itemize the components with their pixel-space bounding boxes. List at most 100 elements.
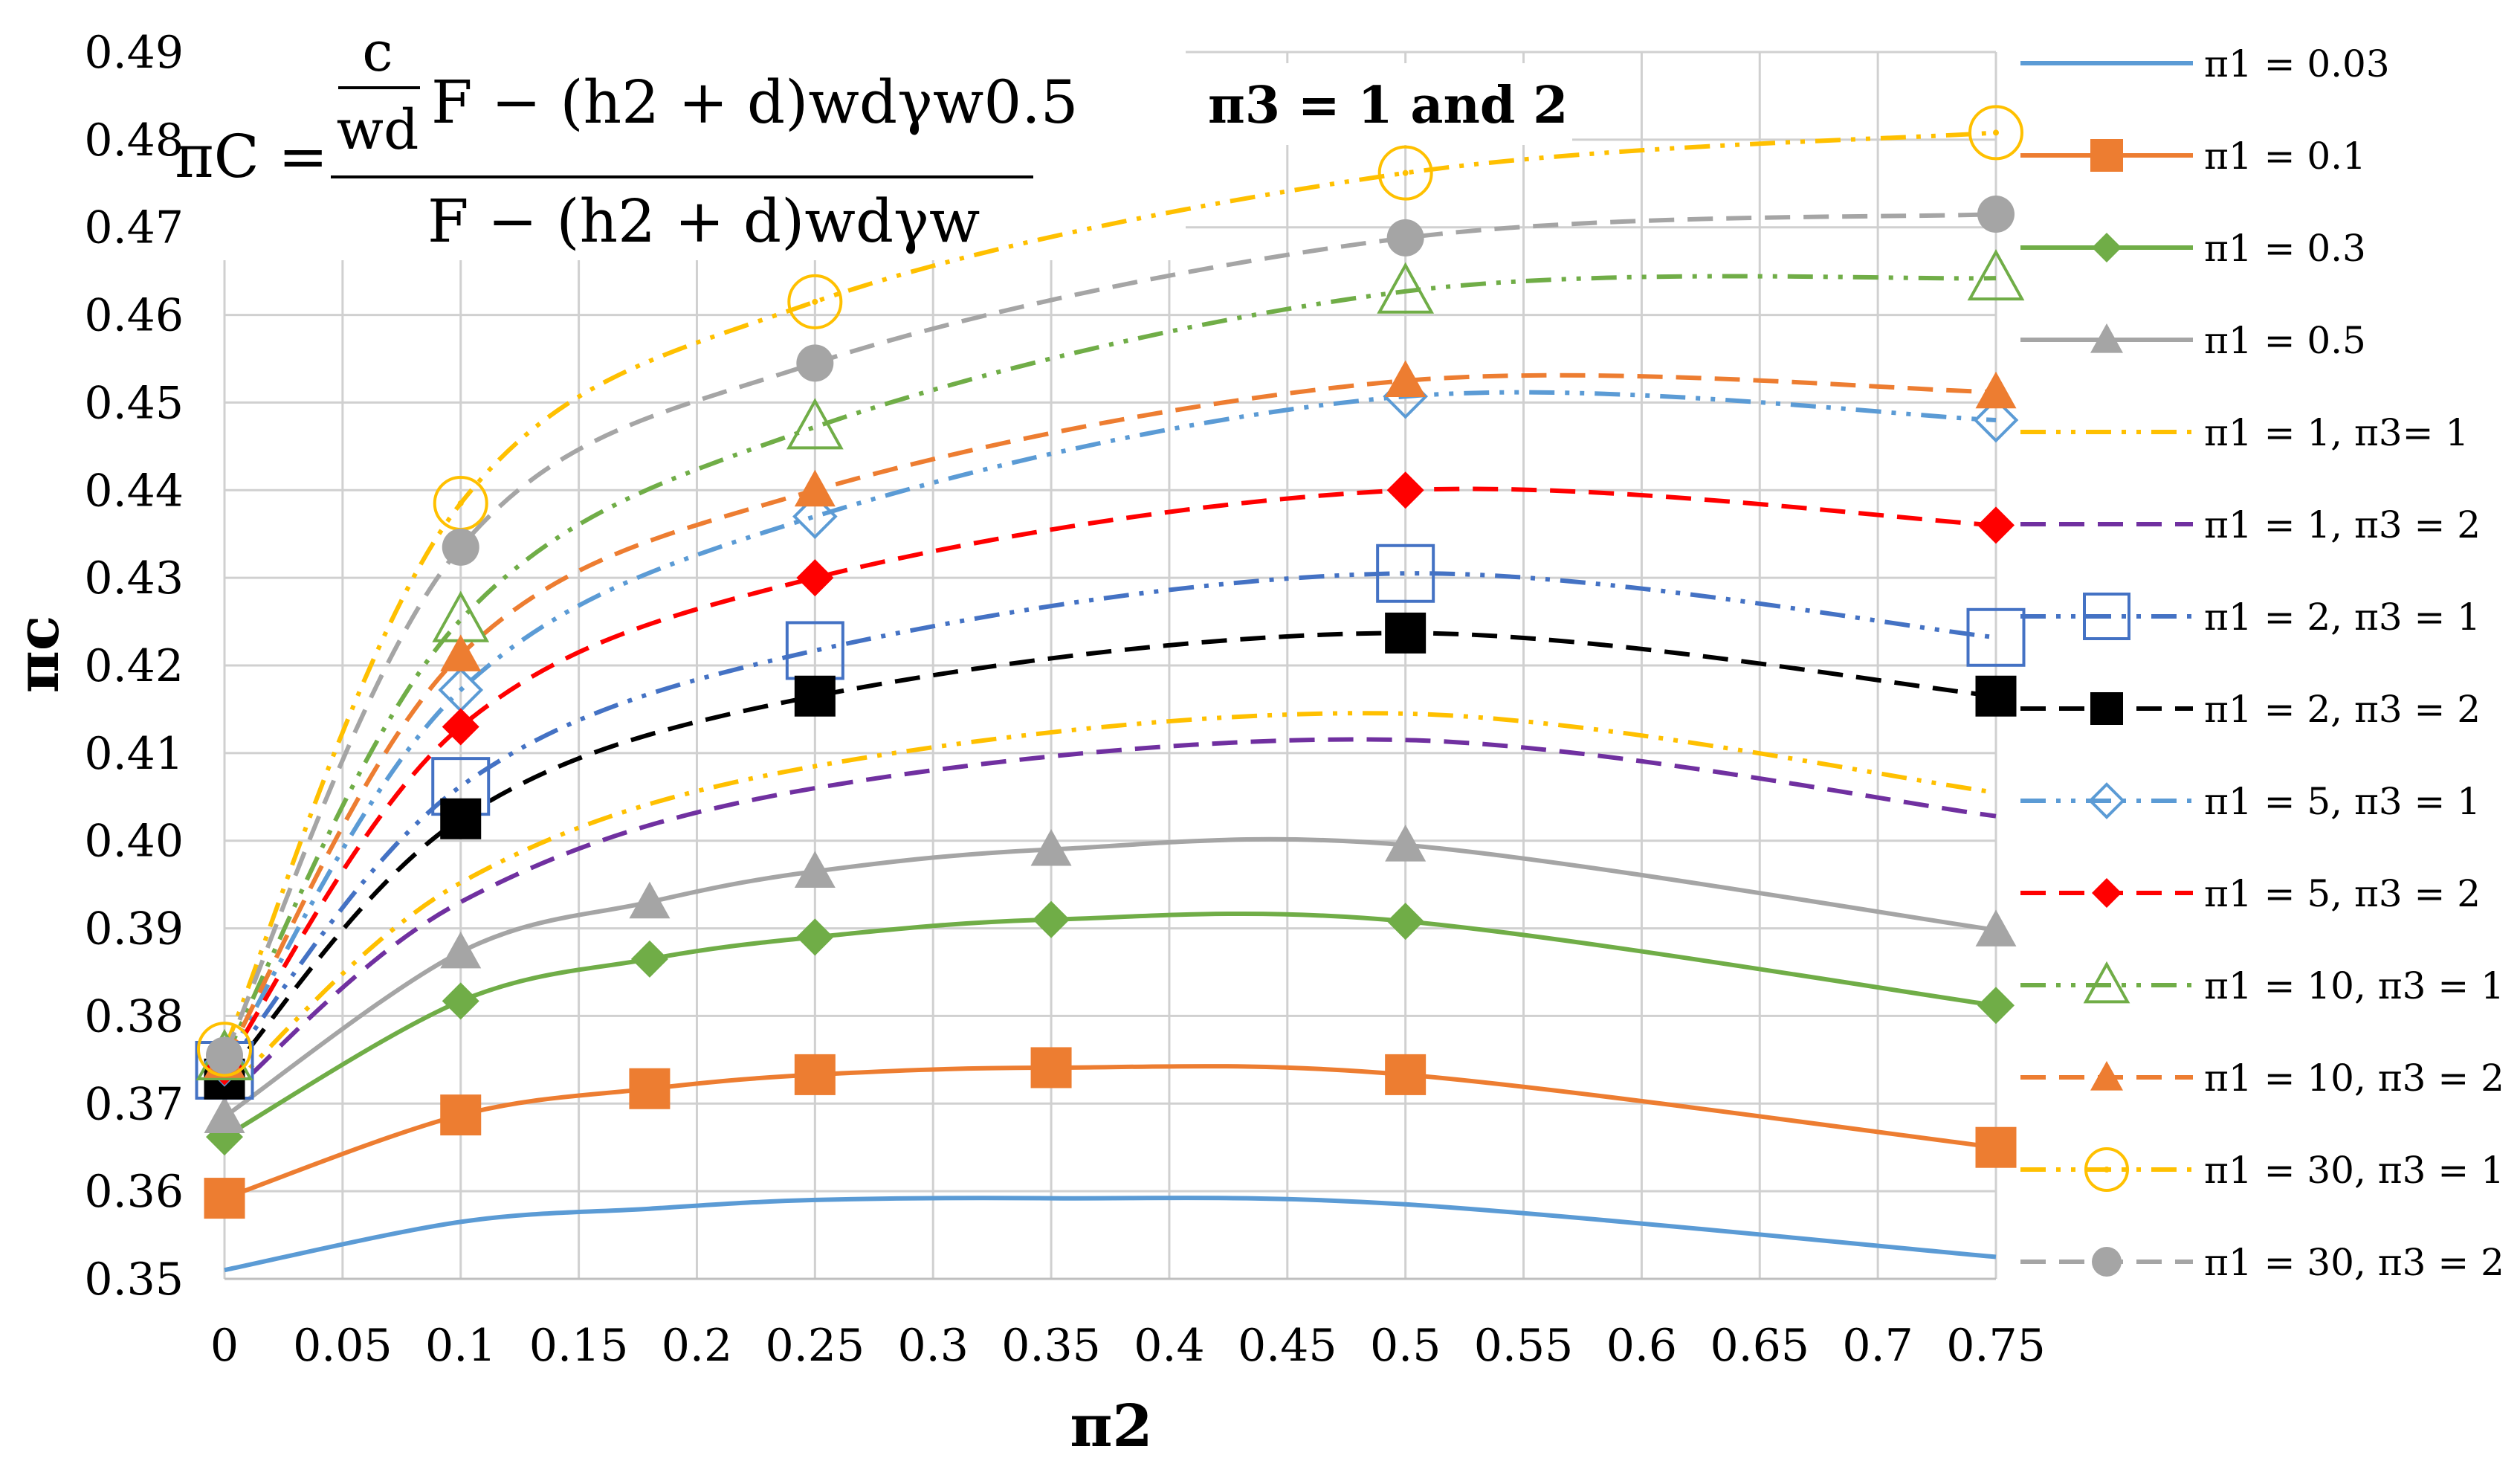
series-line-9 [222,390,1997,1065]
legend-marker-14 [2092,1247,2122,1277]
data-point-series-14 [206,1036,243,1074]
data-point-series-13-dot [812,298,818,305]
series-line-12 [222,372,1997,1063]
y-tick-label: 0.49 [84,27,184,79]
legend-label-2: π1 = 0.1 [2204,135,2366,178]
legend-label-10: π1 = 5, π3 = 2 [2204,872,2481,915]
data-point-series-4 [1030,829,1072,866]
data-point-series-2 [1385,1054,1427,1095]
legend-marker-8 [2090,692,2123,725]
formula-numerator: F − (h2 + d)wdγw0.5 [431,68,1079,137]
x-tick-label: 0.65 [1710,1320,1809,1372]
data-point-series-14 [796,344,834,382]
y-tick-label: 0.44 [84,465,184,517]
data-point-series-2 [204,1178,245,1219]
legend-label-1: π1 = 0.03 [2204,42,2390,86]
data-point-series-10 [796,559,834,597]
data-point-series-13 [197,1022,252,1077]
series-line-10 [222,486,1997,1068]
formula-lhs: πC = [175,122,328,191]
y-tick-label: 0.43 [84,552,184,604]
legend-marker-11 [2083,961,2130,1004]
series-line-8 [222,630,1997,1081]
y-tick-label: 0.40 [84,816,184,868]
x-tick-label: 0.4 [1134,1320,1204,1372]
series-lines [222,130,1997,1273]
data-point-series-3 [442,982,479,1020]
series-line-1 [224,1196,1997,1273]
data-point-series-12 [1385,360,1427,397]
data-point-series-8 [1385,612,1427,654]
data-point-series-8 [440,798,482,839]
legend-marker-7 [2083,593,2130,640]
data-point-series-12 [794,469,836,507]
data-point-series-3 [796,918,834,956]
data-point-series-11 [786,398,844,450]
y-tick-label: 0.35 [84,1254,184,1306]
x-tick-label: 0.1 [425,1320,496,1372]
y-tick-label: 0.41 [84,728,184,780]
legend-label-4: π1 = 0.5 [2204,319,2366,362]
x-tick-label: 0.75 [1946,1320,2046,1372]
y-axis-title: πc [4,616,72,694]
data-point-series-3 [630,940,668,978]
data-point-series-13 [1968,105,2023,161]
data-point-series-12 [1975,371,2017,409]
legend-label-13: π1 = 30, π3 = 1 [2204,1149,2504,1192]
data-point-series-9 [792,494,838,539]
legend-label-3: π1 = 0.3 [2204,227,2366,270]
data-point-series-14 [1386,219,1424,257]
series-line-2 [224,1063,1997,1201]
legend-label-12: π1 = 10, π3 = 2 [2204,1057,2504,1100]
legend-label-6: π1 = 1, π3 = 2 [2204,503,2481,546]
x-tick-label: 0.45 [1238,1320,1337,1372]
data-point-series-14 [442,528,479,566]
legend-label-7: π1 = 2, π3 = 1 [2204,596,2481,639]
x-tick-label: 0.2 [662,1320,732,1372]
y-tick-label: 0.45 [84,377,184,429]
data-point-series-13 [1377,145,1433,201]
pi3-note: π3 = 1 and 2 [1208,76,1568,135]
legend-marker-13 [2084,1147,2129,1192]
data-point-series-13-dot [1402,170,1409,176]
series-line-4 [223,836,1997,1119]
data-point-series-3 [1386,903,1424,941]
data-point-series-8 [1975,675,2017,717]
data-point-series-2 [1030,1047,1072,1089]
series-line-14 [222,212,1997,1057]
data-point-series-13 [787,274,843,329]
x-tick-label: 0.25 [766,1320,865,1372]
legend-label-5: π1 = 1, π3= 1 [2204,411,2469,454]
data-point-series-7 [1376,544,1435,603]
legend-marker-3 [2092,233,2122,262]
data-point-series-11 [1377,262,1435,314]
x-tick-label: 0 [210,1320,239,1372]
x-tick-label: 0.7 [1842,1320,1913,1372]
y-tick-label: 0.48 [84,115,184,167]
data-point-series-11 [1967,248,2025,301]
data-point-series-4 [204,1096,245,1133]
legend-marker-13-dot [2104,1167,2110,1173]
data-point-series-12 [440,634,482,671]
legend-label-14: π1 = 30, π3 = 2 [2204,1241,2504,1284]
series-line-13 [222,130,1997,1051]
data-point-series-13-dot [457,500,464,506]
series-line-11 [222,274,1997,1060]
legend-marker-12 [2090,1061,2123,1091]
data-point-series-2 [440,1094,482,1136]
x-tick-label: 0.5 [1370,1320,1441,1372]
legend-marker-9 [2088,782,2125,819]
data-point-series-14 [1977,196,2015,233]
data-point-series-9 [1973,397,2019,443]
x-tick-label: 0.35 [1001,1320,1101,1372]
data-point-series-3 [1977,987,2015,1025]
series-line-6 [223,737,1997,1101]
data-point-series-3 [1033,900,1070,938]
x-tick-label: 0.05 [293,1320,392,1372]
y-tick-label: 0.46 [84,290,184,342]
legend: π1 = 0.03 π1 = 0.1 π1 = 0.3 π1 = 0.5 π1 = 1,… [2020,42,2504,1284]
formula-frac-num: c [362,20,392,84]
legend-label-9: π1 = 5, π3 = 1 [2204,780,2481,823]
formula-frac-den: wd [337,98,419,162]
